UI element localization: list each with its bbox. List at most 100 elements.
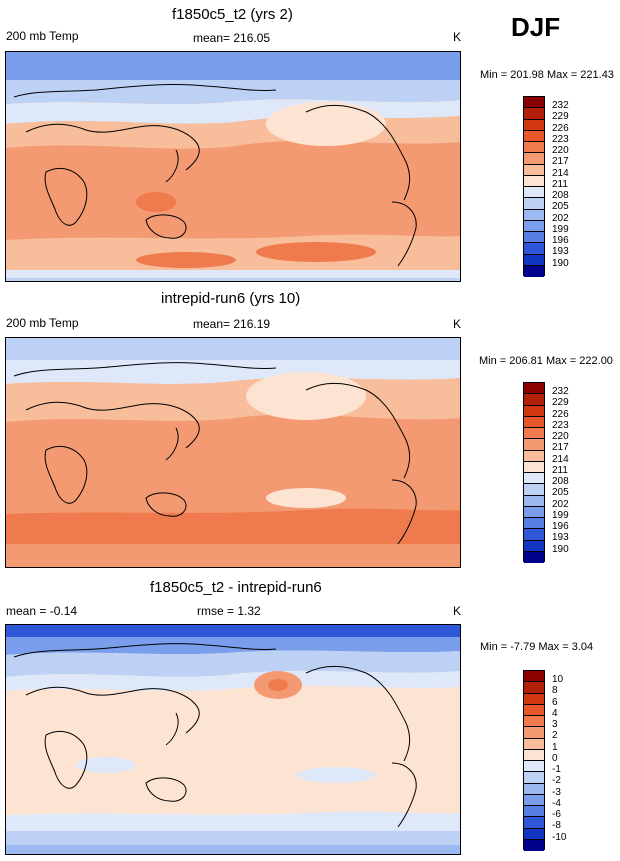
panel1-colorbar-tick: 196 — [552, 235, 569, 246]
panel2-colorbar-tick: 229 — [552, 397, 569, 408]
panel1-colorbar — [523, 96, 545, 277]
panel3-colorbar-swatch — [524, 783, 544, 795]
panel2-colorbar-swatch — [524, 428, 544, 440]
panel3-mean-label: mean = -0.14 — [6, 604, 78, 618]
panel3-colorbar-swatch — [524, 727, 544, 739]
panel1-colorbar-swatch — [524, 175, 544, 187]
panel3-colorbar-swatch — [524, 772, 544, 784]
panel3-colorbar-tick: 0 — [552, 753, 558, 764]
panel3-colorbar-swatch — [524, 828, 544, 840]
panel1-colorbar-tick: 211 — [552, 179, 568, 190]
panel3-colorbar-tick: -4 — [552, 798, 561, 809]
panel1-colorbar-tick: 232 — [552, 100, 569, 111]
panel2-colorbar-tick: 199 — [552, 510, 569, 521]
panel2-colorbar-swatch — [524, 394, 544, 406]
panel2-colorbar-swatch — [524, 540, 544, 552]
season-label: DJF — [511, 12, 561, 42]
panel1-colorbar-swatch — [524, 209, 544, 221]
panel1-colorbar-swatch — [524, 142, 544, 154]
panel3-colorbar-tick: 2 — [552, 730, 558, 741]
panel3-colorbar-tick: 1 — [552, 742, 558, 753]
panel1-map — [5, 51, 461, 282]
panel3-colorbar-swatch — [524, 817, 544, 829]
panel2-min-max: Min = 206.81 Max = 222.00 — [479, 355, 613, 367]
panel3-colorbar-tick: -8 — [552, 820, 561, 831]
panel3-rmse-label: rmse = 1.32 — [197, 604, 261, 618]
panel3-colorbar-tick: 10 — [552, 674, 564, 685]
panel2-colorbar — [523, 382, 545, 563]
panel3-colorbar-swatch — [524, 716, 544, 728]
panel2-variable-label: 200 mb Temp — [6, 316, 79, 330]
panel1-colorbar-tick: 193 — [552, 246, 569, 257]
panel2-colorbar-tick: 232 — [552, 386, 569, 397]
panel2-colorbar-swatch — [524, 450, 544, 462]
panel1-map-svg — [6, 52, 460, 281]
panel1-colorbar-swatch — [524, 187, 544, 199]
panel2-colorbar-swatch — [524, 484, 544, 496]
panel1-variable-label: 200 mb Temp — [6, 29, 79, 43]
panel3-colorbar-swatch — [524, 671, 544, 683]
panel2-colorbar-swatch — [524, 506, 544, 518]
panel1-colorbar-swatch — [524, 198, 544, 210]
panel3-colorbar-tick: 8 — [552, 685, 558, 696]
panel2-units-label: K — [453, 317, 462, 331]
panel1-colorbar-tick: 226 — [552, 123, 569, 134]
panel1-colorbar-tick: 190 — [552, 258, 569, 269]
panel2-colorbar-swatch — [524, 473, 544, 485]
panel3-colorbar-tick: 4 — [552, 708, 558, 719]
panel3-colorbar-tick: -10 — [552, 832, 567, 843]
panel1-colorbar-swatch — [524, 97, 544, 109]
panel3-colorbar-tick: -2 — [552, 775, 561, 786]
panel2-colorbar-tick: 190 — [552, 544, 569, 555]
panel2-colorbar-tick: 202 — [552, 499, 569, 510]
panel2-colorbar-swatch — [524, 405, 544, 417]
panel1-colorbar-tick: 205 — [552, 201, 569, 212]
panel3-colorbar-swatch — [524, 761, 544, 773]
panel1-colorbar-tick: 208 — [552, 190, 569, 201]
panel2-colorbar-tick: 196 — [552, 521, 569, 532]
panel1-colorbar-swatch — [524, 265, 544, 277]
panel1-colorbar-swatch — [524, 243, 544, 255]
panel2-colorbar-tick: 205 — [552, 487, 569, 498]
panel3-units-label: K — [453, 604, 462, 618]
panel3-map-svg — [6, 625, 460, 854]
panel1-colorbar-tick: 229 — [552, 111, 569, 122]
panel3-colorbar-swatch — [524, 794, 544, 806]
panel2-colorbar-swatch — [524, 416, 544, 428]
panel2-colorbar-tick: 223 — [552, 420, 569, 431]
panel3-colorbar-swatch — [524, 839, 544, 851]
panel2-map — [5, 337, 461, 568]
panel3-colorbar-swatch — [524, 749, 544, 761]
panel3-colorbar-tick: -3 — [552, 787, 561, 798]
panel3-title: f1850c5_t2 - intrepid-run6 — [150, 579, 322, 596]
panel2-colorbar-tick: 220 — [552, 431, 569, 442]
panel2-colorbar-swatch — [524, 461, 544, 473]
panel1-units-label: K — [453, 30, 462, 44]
panel3-colorbar-swatch — [524, 682, 544, 694]
panel2-colorbar-tick: 226 — [552, 409, 569, 420]
panel2-colorbar-tick: 217 — [552, 442, 569, 453]
panel3-colorbar — [523, 670, 545, 851]
panel2-colorbar-tick: 211 — [552, 465, 568, 476]
panel1-min-max: Min = 201.98 Max = 221.43 — [480, 69, 614, 81]
panel1-colorbar-swatch — [524, 254, 544, 266]
panel1-colorbar-swatch — [524, 220, 544, 232]
panel1-colorbar-tick: 223 — [552, 134, 569, 145]
panel2-colorbar-swatch — [524, 495, 544, 507]
panel2-map-svg — [6, 338, 460, 567]
panel3-colorbar-tick: 6 — [552, 697, 558, 708]
panel3-min-max: Min = -7.79 Max = 3.04 — [480, 641, 594, 653]
panel3-colorbar-swatch — [524, 704, 544, 716]
panel2-colorbar-swatch — [524, 529, 544, 541]
panel2-colorbar-swatch — [524, 551, 544, 563]
panel3-colorbar-swatch — [524, 693, 544, 705]
panel3-colorbar-swatch — [524, 806, 544, 818]
panel2-colorbar-tick: 193 — [552, 532, 569, 543]
panel2-colorbar-swatch — [524, 383, 544, 395]
panel2-colorbar-tick: 214 — [552, 454, 569, 465]
panel2-colorbar-swatch — [524, 518, 544, 530]
panel1-colorbar-tick: 199 — [552, 224, 569, 235]
panel1-colorbar-swatch — [524, 108, 544, 120]
panel2-colorbar-swatch — [524, 439, 544, 451]
panel1-colorbar-swatch — [524, 130, 544, 142]
